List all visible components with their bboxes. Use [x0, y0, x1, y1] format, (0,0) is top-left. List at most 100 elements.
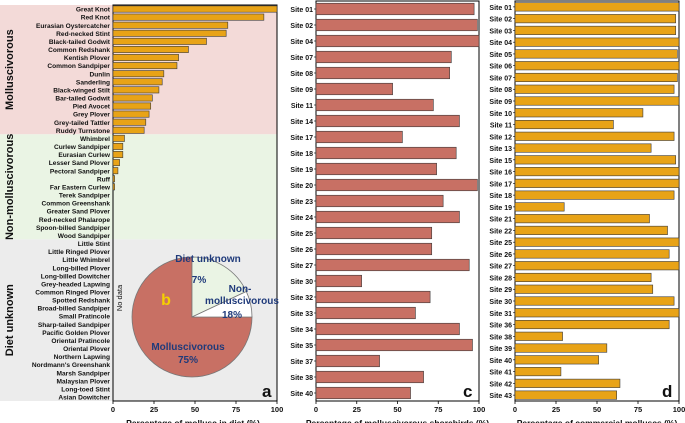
- category-label: Little Whimbrel: [62, 257, 110, 264]
- x-tick-label: 0: [513, 405, 517, 414]
- bar: [514, 343, 608, 353]
- bar: [112, 167, 119, 175]
- category-label: Common Redshank: [48, 47, 110, 54]
- no-data-annotation: No data: [115, 284, 124, 311]
- bar: [112, 94, 153, 102]
- bar: [514, 155, 677, 165]
- bar: [514, 296, 675, 306]
- category-label: Site 41: [489, 370, 512, 377]
- bar: [315, 258, 470, 272]
- bar: [112, 110, 150, 118]
- category-label: Malaysian Plover: [56, 378, 110, 385]
- category-label: Site 39: [489, 346, 512, 353]
- x-axis-label: Percentage of commercial molluscs (%): [517, 418, 678, 423]
- slice-label: molluscivorous: [205, 296, 279, 307]
- bar: [514, 14, 677, 24]
- category-label: Small Pratincole: [59, 314, 111, 321]
- category-label: Pectoral Sandpiper: [50, 168, 111, 175]
- bar: [112, 102, 152, 110]
- category-label: Site 11: [490, 123, 512, 130]
- bar: [315, 274, 362, 288]
- group-label: Diet unknown: [4, 284, 16, 356]
- category-label: Sanderling: [76, 79, 110, 86]
- category-label: Grey Plover: [73, 112, 110, 119]
- category-label: Site 05: [489, 52, 512, 59]
- bar: [315, 194, 444, 208]
- bar: [315, 210, 460, 224]
- bar: [315, 242, 433, 256]
- category-label: Little Stint: [78, 241, 111, 248]
- category-label: Site 01: [489, 5, 512, 12]
- category-label: Oriental Plover: [63, 346, 110, 353]
- category-label: Ruff: [97, 176, 111, 183]
- slice-pct-label: 18%: [222, 310, 242, 321]
- x-tick-label: 50: [593, 405, 601, 414]
- x-tick-label: 25: [353, 405, 361, 414]
- category-label: Common Greenshank: [41, 201, 110, 208]
- category-label: Wood Sandpiper: [58, 233, 111, 240]
- bar: [514, 319, 670, 330]
- panel-d: Site 01 Site 02 Site 03 Site 04 Site 05 Site …: [489, 0, 685, 423]
- bar: [514, 167, 680, 177]
- category-label: Site 09: [290, 87, 313, 94]
- bar: [514, 284, 654, 294]
- category-label: Whimbrel: [80, 136, 110, 143]
- bar: [514, 178, 680, 188]
- category-label: Site 20: [290, 183, 313, 190]
- bar: [112, 183, 115, 191]
- bar: [112, 5, 278, 13]
- category-label: Site 30: [290, 279, 313, 286]
- category-label: Site 18: [489, 193, 512, 200]
- x-tick-label: 75: [634, 405, 642, 414]
- category-label: Site 14: [290, 119, 313, 126]
- bar: [514, 49, 678, 59]
- category-label: Site 30: [489, 299, 512, 306]
- category-label: Far Eastern Curlew: [50, 184, 111, 191]
- bar: [112, 151, 124, 158]
- pie-slice: [191, 290, 253, 318]
- slice-pct-label: 7%: [192, 275, 207, 286]
- category-label: Bar-tailed Godwit: [55, 96, 110, 103]
- bar: [514, 143, 652, 153]
- bar: [112, 45, 189, 53]
- category-label: Lesser Sand Plover: [49, 160, 111, 167]
- category-label: Northern Lapwing: [54, 354, 110, 361]
- bar: [112, 126, 145, 134]
- bar: [514, 378, 621, 388]
- bar: [315, 50, 452, 64]
- bar: [514, 225, 668, 235]
- category-label: Sharp-tailed Sandpiper: [38, 322, 111, 329]
- bar: [315, 290, 431, 304]
- category-label: Site 40: [489, 358, 512, 365]
- x-tick-label: 0: [314, 405, 318, 414]
- category-label: Long-billed Plover: [52, 265, 110, 272]
- category-label: Long-billed Dowitcher: [41, 273, 111, 280]
- bar: [514, 331, 563, 341]
- panel-b: Molluscivorous 75% Non-molluscivorous 18% Di…: [131, 254, 279, 378]
- x-tick-label: 25: [552, 405, 560, 414]
- category-label: Site 09: [489, 99, 512, 106]
- bar: [315, 66, 450, 80]
- category-label: Spoon-billed Sandpiper: [36, 225, 110, 232]
- bar: [514, 131, 675, 141]
- category-label: Site 33: [290, 311, 313, 318]
- category-label: Grey-tailed Tattler: [54, 120, 110, 127]
- category-label: Site 26: [489, 252, 512, 259]
- bar: [112, 142, 124, 150]
- category-label: Common Sandpiper: [47, 63, 110, 70]
- category-label: Site 25: [489, 240, 512, 247]
- bar: [315, 226, 433, 240]
- bar: [315, 178, 478, 192]
- category-label: Site 10: [489, 111, 512, 118]
- bar: [514, 37, 680, 47]
- bar: [315, 306, 416, 320]
- panel-label-c: c: [463, 382, 472, 401]
- category-label: Dunlin: [89, 71, 110, 78]
- category-label: Site 36: [489, 323, 512, 330]
- category-label: Red-necked Phalarope: [39, 217, 110, 224]
- category-label: Site 18: [290, 151, 313, 158]
- category-label: Site 04: [290, 39, 313, 46]
- bar: [112, 86, 160, 94]
- category-label: Site 08: [489, 87, 512, 94]
- category-label: Black-winged Stilt: [53, 87, 111, 94]
